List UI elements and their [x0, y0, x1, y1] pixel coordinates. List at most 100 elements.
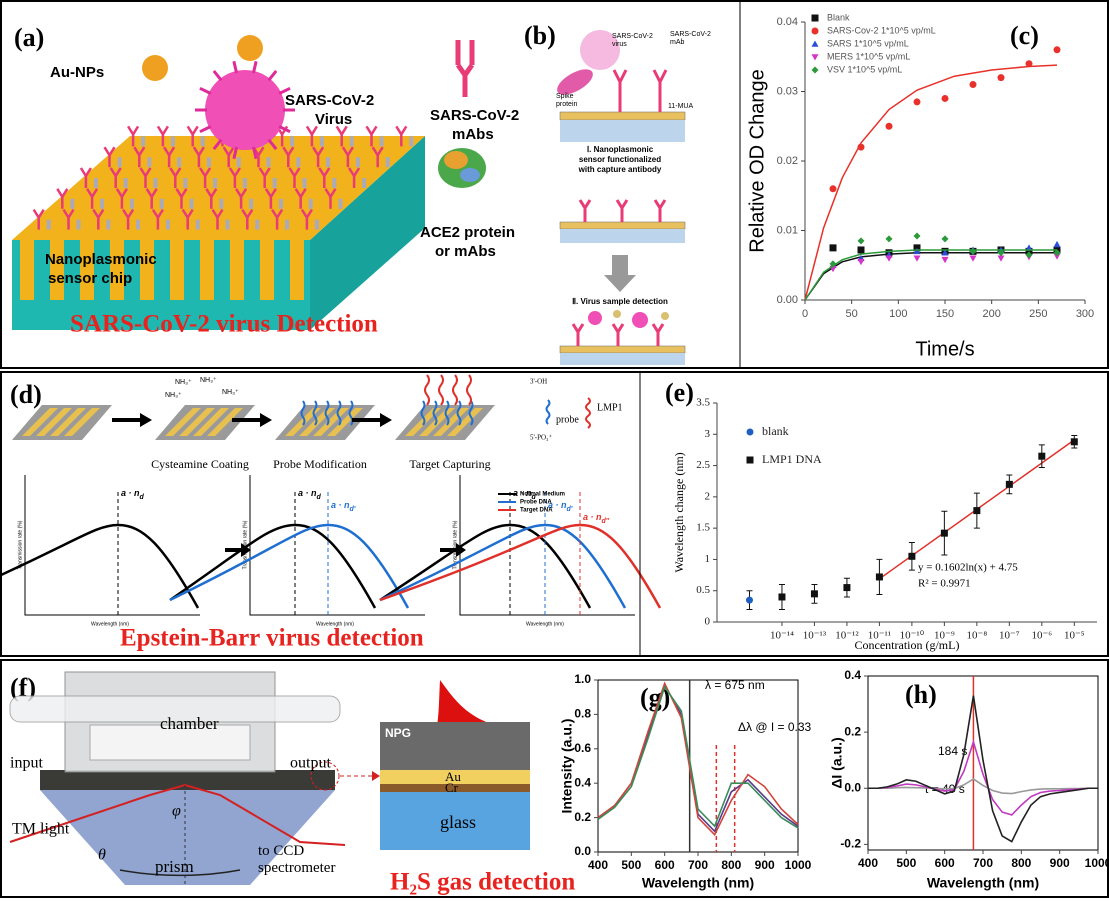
label: 3'-OH [530, 378, 547, 386]
annotation: λ = 675 nm [705, 678, 765, 692]
y-tick-label: 0.01 [777, 224, 798, 236]
linker [124, 178, 128, 188]
label: Ⅱ. Virus sample detection [572, 297, 668, 306]
linker [201, 136, 205, 146]
data-point [970, 256, 977, 262]
linker [285, 220, 289, 230]
y-tick-label: 2.5 [696, 459, 710, 471]
linker [290, 136, 294, 146]
label: (d) [10, 380, 42, 409]
data-point [843, 584, 850, 591]
illustration-rect [560, 112, 685, 120]
legend-label: SARS-Cov-2 1*10^5 vp/mL [827, 25, 936, 35]
series-line [598, 687, 798, 828]
illustration-rect [560, 229, 685, 243]
data-point [914, 233, 921, 240]
linker [273, 178, 277, 188]
y-axis-label: Relative OD Change [746, 69, 768, 252]
linker [386, 157, 390, 167]
illustration-rect [560, 120, 685, 142]
peak-label-main: a · n [298, 488, 317, 498]
linker [332, 178, 336, 188]
panel-label: (e) [665, 378, 694, 407]
x-axis-label: Wavelength (nm) [642, 875, 754, 891]
plot-frame [598, 680, 798, 852]
label: Normal Medium [520, 492, 565, 498]
label: Cysteamine Coating [151, 457, 249, 471]
y-axis-label: ΔI (a.u.) [829, 737, 845, 788]
label-line: sensor chip [48, 270, 132, 287]
illustration-circle [588, 311, 602, 325]
y-tick-label: 0.0 [574, 844, 591, 858]
x-tick-label: 300 [1076, 308, 1094, 320]
pillar [200, 240, 214, 300]
x-tick-label: 400 [858, 856, 878, 870]
label-line: Spike [556, 93, 574, 100]
data-point [1038, 453, 1045, 460]
data-point [973, 507, 980, 514]
peak-label-main: a · n [121, 488, 140, 498]
label: probe [556, 414, 579, 425]
annotation: y = 0.1602ln(x) + 4.75 [918, 562, 1018, 574]
peak-label-sub: d′ [350, 506, 356, 513]
panel-d: (d) NH₃⁺NH₃⁺NH₃⁺NH₃⁺ Cysteamine Coating … [0, 373, 660, 655]
pillar [260, 240, 274, 300]
spike [234, 61, 237, 73]
label: 11-MUA [668, 103, 693, 110]
peak-label-sub: d″ [602, 518, 610, 525]
pillar [20, 240, 34, 300]
linker [350, 136, 354, 146]
y-tick-label: 0.8 [574, 707, 591, 721]
legend-swatch [747, 457, 754, 464]
x-tick-label: 10⁻⁷ [999, 630, 1020, 642]
linker [177, 157, 181, 167]
label: NH₃⁺ [222, 389, 239, 396]
illustration-circle [632, 312, 648, 328]
target-strand [439, 375, 443, 405]
chart: 0501001502002503000.000.010.020.030.04Ti… [746, 12, 1094, 360]
spectrum-curve [380, 525, 625, 608]
linker [380, 136, 384, 146]
data-point [942, 235, 949, 242]
spike [200, 88, 211, 93]
legend-label: SARS 1*10^5 vp/mL [827, 38, 909, 48]
x-tick-label: 10⁻¹³ [803, 630, 827, 642]
charts: 0501001502002503000.000.010.020.030.04Ti… [559, 12, 1109, 890]
label-line: sensor functionalized [579, 155, 661, 164]
label: Epstein-Barr virus detection [120, 625, 424, 652]
linker [47, 220, 51, 230]
label: TM light [12, 821, 70, 838]
label-line: SARS-CoV-2 [430, 107, 519, 124]
linker [77, 220, 81, 230]
label: θ [98, 847, 106, 864]
label-line: SARS-CoV-2 [670, 31, 711, 38]
illustration-rect [560, 353, 685, 365]
illustration-rect [560, 222, 685, 229]
label-line: mAb [670, 39, 685, 46]
y-tick-label: 0 [705, 616, 711, 628]
fit-line [805, 250, 1057, 300]
linker [309, 199, 313, 209]
linker [100, 199, 104, 209]
label: input [10, 755, 43, 772]
label: SARS-CoV-2 virus Detection [70, 311, 378, 338]
illustration-polygon [372, 771, 380, 781]
label: Probe DNA [520, 500, 552, 506]
x-tick-label: 250 [1029, 308, 1047, 320]
x-tick-label: 500 [896, 856, 916, 870]
panel-label: (h) [905, 680, 937, 709]
illustration-path [614, 70, 666, 112]
x-tick-label: 1000 [785, 858, 812, 872]
label: 5'-PO₃⁺ [530, 434, 552, 442]
illustration-path [573, 324, 663, 346]
data-point [746, 597, 753, 604]
y-tick-label: 0.00 [777, 294, 798, 306]
y-tick-label: -0.2 [840, 837, 861, 851]
spike [200, 126, 211, 131]
pillar [230, 240, 244, 300]
chart: 4005006007008009001000-0.20.00.20.4Wavel… [829, 668, 1109, 891]
illustration-text: Ⅰ. Nanoplasmonicsensor functionalizedwit… [578, 145, 662, 174]
data-point [886, 235, 893, 242]
illustration-path [458, 40, 472, 97]
